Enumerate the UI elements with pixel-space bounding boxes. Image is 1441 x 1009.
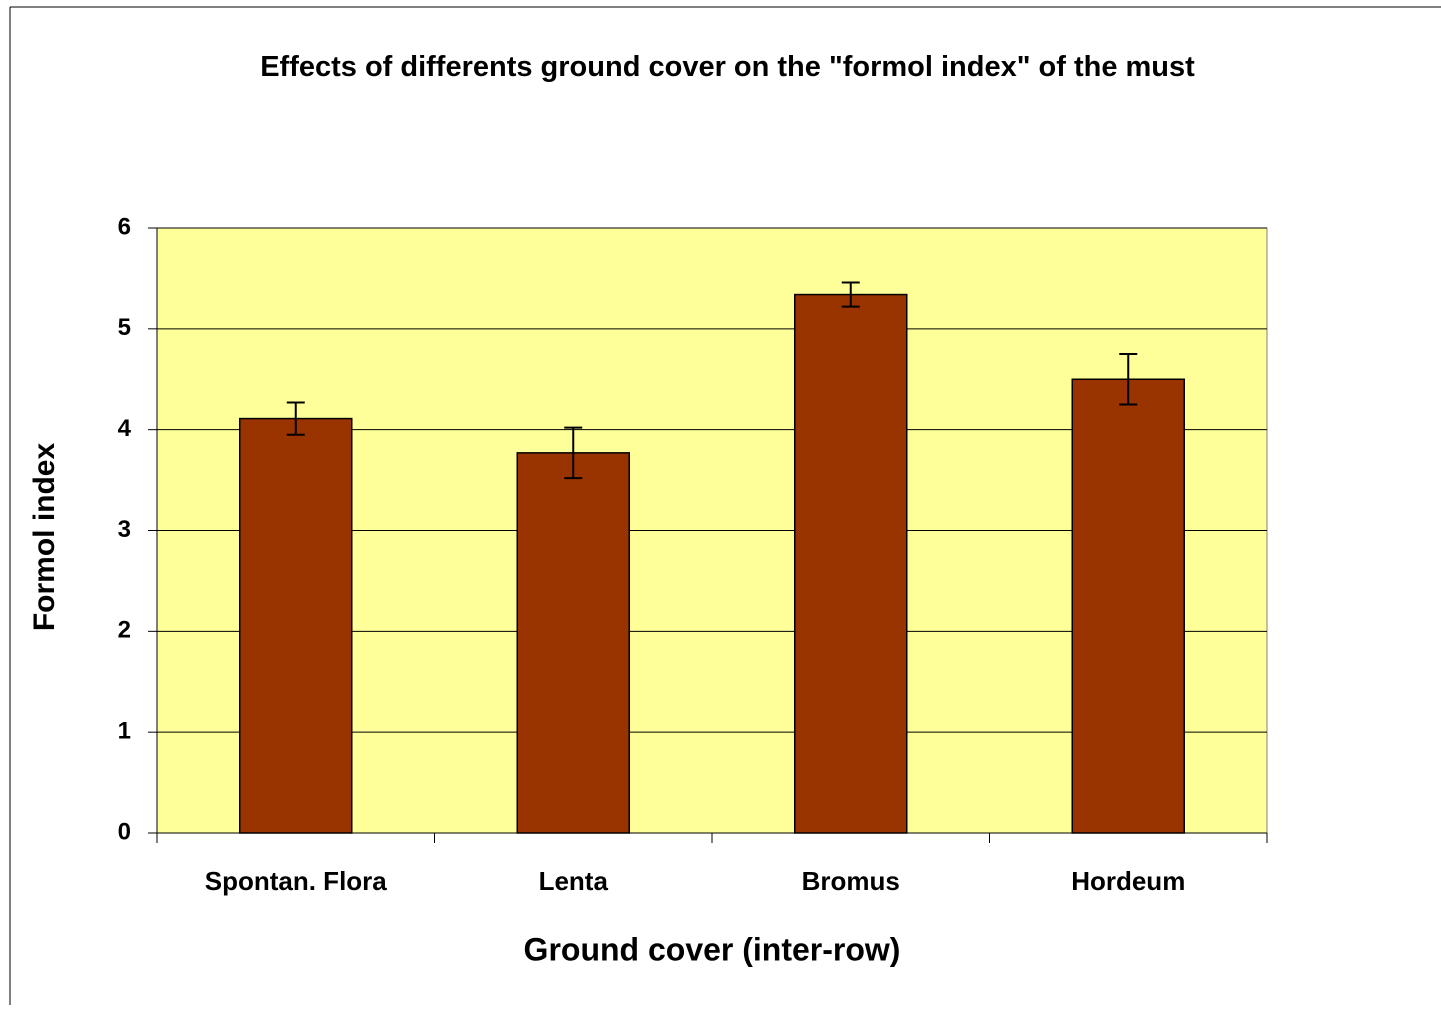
y-tick-label: 3	[118, 516, 131, 543]
bar	[794, 293, 908, 834]
x-tick-label: Bromus	[802, 866, 900, 896]
x-tick-label: Lenta	[539, 866, 609, 896]
bar	[1071, 378, 1185, 834]
y-tick-label: 0	[118, 818, 131, 845]
error-bar	[1119, 353, 1138, 406]
y-tick-label: 6	[118, 213, 131, 240]
chart-title: Effects of differents ground cover on th…	[260, 51, 1195, 83]
x-tick-label: Hordeum	[1071, 866, 1185, 896]
bar	[516, 452, 630, 834]
x-axis-label: Ground cover (inter-row)	[524, 931, 901, 967]
bar	[239, 417, 353, 834]
error-bar	[564, 426, 583, 480]
y-tick-label: 4	[118, 415, 132, 442]
y-tick-label: 1	[118, 718, 131, 745]
error-bar	[841, 281, 860, 308]
y-axis-label: Formol index	[28, 443, 61, 632]
y-tick-label: 5	[118, 314, 131, 341]
x-tick-label: Spontan. Flora	[205, 866, 388, 896]
error-bar	[286, 401, 305, 436]
y-tick-label: 2	[118, 617, 131, 644]
